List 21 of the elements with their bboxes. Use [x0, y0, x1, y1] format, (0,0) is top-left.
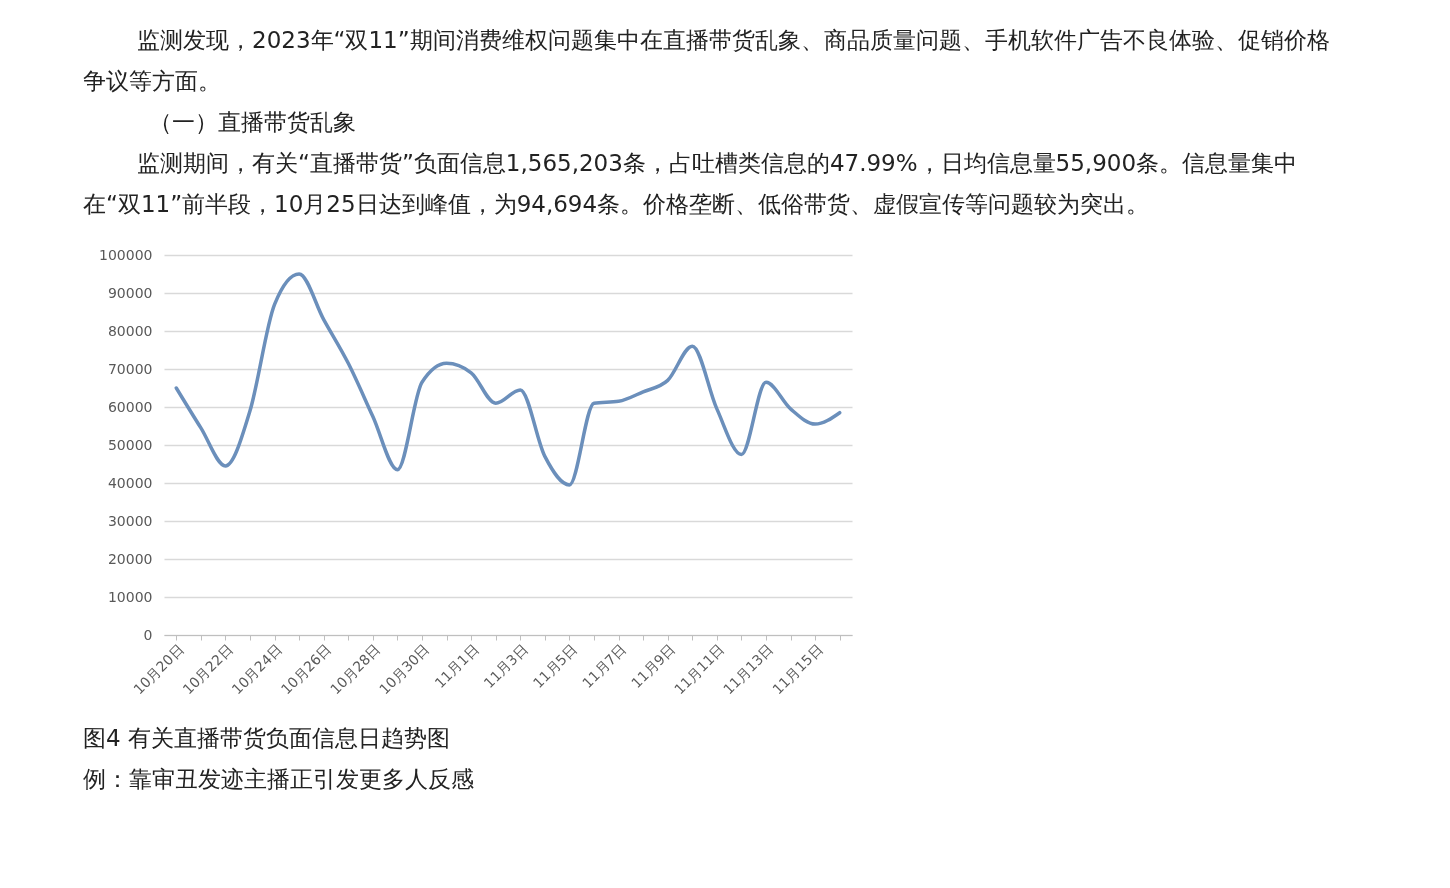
y-tick-label: 90000	[107, 284, 153, 301]
y-tick-label: 80000	[107, 322, 153, 339]
x-tick-label: 11月5日	[529, 641, 580, 692]
x-tick-label: 11月1日	[431, 641, 482, 692]
x-tick-label: 11月3日	[480, 641, 531, 692]
y-tick-label: 50000	[107, 436, 153, 453]
text: 监测期间，有关“直播带货”负面信息1,565,203条，占吐槽类信息的47.99%，日均信息量55,900条。信息量集中在“双11”前半段，10月25日达到峰值，为94,694条。价格垄断、低俗带货、虚假宣传等问题较为突出。	[83, 149, 1299, 219]
text: 监测发现，2023年“双11”期间消费维权问题集中在直播带货乱象、商品质量问题、手机软件广告不良体验、促销价格争议等方面。	[83, 26, 1331, 96]
x-tick-label: 11月7日	[578, 641, 629, 692]
y-tick-label: 10000	[107, 588, 153, 605]
y-tick-label: 20000	[107, 550, 153, 567]
y-tick-label: 100000	[99, 246, 153, 263]
text: 例：靠审丑发迹主播正引发更多人反感	[83, 765, 475, 794]
text: 图4 有关直播带货负面信息日趋势图	[83, 724, 451, 753]
y-tick-label: 70000	[107, 360, 153, 377]
text: （一）直播带货乱象	[148, 108, 357, 137]
line-series	[174, 272, 842, 487]
y-tick-label: 30000	[107, 512, 153, 529]
y-tick-label: 40000	[107, 474, 153, 491]
y-tick-label: 60000	[107, 398, 153, 415]
y-tick-label: 0	[143, 626, 153, 643]
